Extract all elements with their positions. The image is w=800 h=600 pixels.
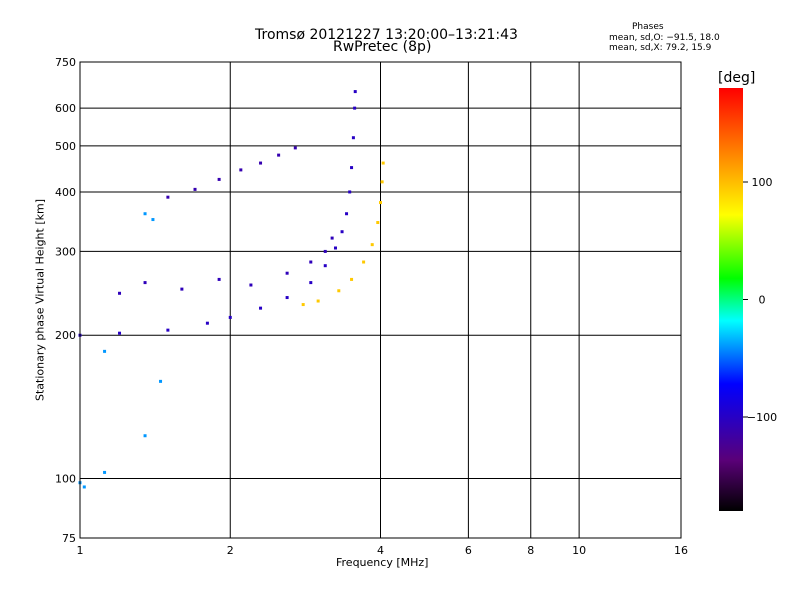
data-point — [166, 195, 170, 199]
x-axis-label: Frequency [MHz] — [336, 556, 429, 569]
data-point — [380, 180, 384, 184]
chart-subtitle: RwPretec (8p) — [333, 39, 432, 55]
data-point — [348, 190, 352, 194]
data-point — [376, 221, 380, 225]
data-point — [205, 321, 209, 325]
phases-o-stats: mean, sd,O: −91.5, 18.0 — [609, 33, 720, 43]
colorbar-tick-label: −100 — [747, 411, 777, 424]
data-point — [249, 283, 253, 287]
data-point — [82, 485, 86, 489]
data-point — [381, 161, 385, 165]
data-point — [309, 260, 313, 264]
y-tick-label: 500 — [55, 140, 76, 153]
data-point — [340, 230, 344, 234]
data-point — [323, 249, 327, 253]
data-point — [259, 161, 263, 165]
x-tick-label: 4 — [377, 544, 384, 557]
data-point — [151, 218, 155, 222]
data-point — [285, 271, 289, 275]
data-point — [345, 212, 349, 216]
data-point — [370, 243, 374, 247]
data-point — [337, 289, 341, 293]
y-tick-label: 300 — [55, 245, 76, 258]
data-point — [159, 379, 163, 383]
data-point — [180, 287, 184, 291]
data-point — [217, 277, 221, 281]
data-point — [350, 166, 354, 170]
data-point — [103, 470, 107, 474]
y-axis-label: Stationary phase Virtual Height [km] — [33, 198, 47, 402]
y-tick-label: 75 — [62, 532, 76, 545]
data-point — [103, 349, 107, 353]
colorbar-ticks: 100 0 −100 — [743, 176, 777, 424]
data-point — [293, 146, 297, 150]
data-point — [362, 260, 366, 264]
data-point — [285, 296, 289, 300]
data-point — [309, 281, 313, 285]
data-point — [277, 153, 281, 157]
data-point — [350, 277, 354, 281]
grid-lines — [80, 62, 681, 538]
y-tick-label: 750 — [55, 56, 76, 69]
data-point — [228, 315, 232, 319]
data-point — [143, 434, 147, 438]
phases-heading: Phases — [632, 22, 664, 32]
colorbar-unit: [deg] — [718, 70, 756, 86]
data-point — [259, 306, 263, 310]
x-axis-ticks: 1 2 4 6 8 10 16 — [77, 544, 689, 557]
data-point — [166, 328, 170, 332]
data-point — [143, 281, 147, 285]
x-tick-label: 6 — [465, 544, 472, 557]
colorbar-tick-label: 100 — [752, 176, 773, 189]
data-point — [323, 264, 327, 268]
data-point — [379, 201, 382, 205]
data-point — [316, 299, 320, 303]
data-point — [118, 331, 122, 335]
phases-x-stats: mean, sd,X: 79.2, 15.9 — [609, 43, 712, 53]
y-tick-label: 600 — [55, 102, 76, 115]
data-point — [301, 303, 305, 307]
data-point — [118, 291, 122, 295]
plot-frame — [79, 61, 682, 539]
y-tick-label: 200 — [55, 329, 76, 342]
data-point — [193, 187, 197, 191]
data-point — [239, 168, 243, 172]
colorbar — [719, 88, 743, 511]
data-point — [143, 212, 147, 216]
x-tick-label: 10 — [572, 544, 586, 557]
data-point — [330, 236, 334, 240]
data-point — [351, 136, 355, 140]
data-point — [333, 246, 337, 250]
colorbar-tick-label: 0 — [759, 294, 766, 307]
data-point — [217, 177, 221, 181]
y-tick-label: 400 — [55, 186, 76, 199]
x-tick-label: 16 — [674, 544, 688, 557]
x-tick-label: 2 — [227, 544, 234, 557]
x-tick-label: 1 — [77, 544, 84, 557]
chart-title: Tromsø 20121227 13:20:00–13:21:43 — [255, 27, 518, 43]
data-points — [78, 90, 385, 489]
y-axis-ticks: 75 100 200 300 400 500 600 750 — [55, 56, 76, 545]
x-tick-label: 8 — [527, 544, 534, 557]
data-point — [353, 106, 357, 110]
y-tick-label: 100 — [55, 473, 76, 486]
data-point — [353, 90, 357, 94]
